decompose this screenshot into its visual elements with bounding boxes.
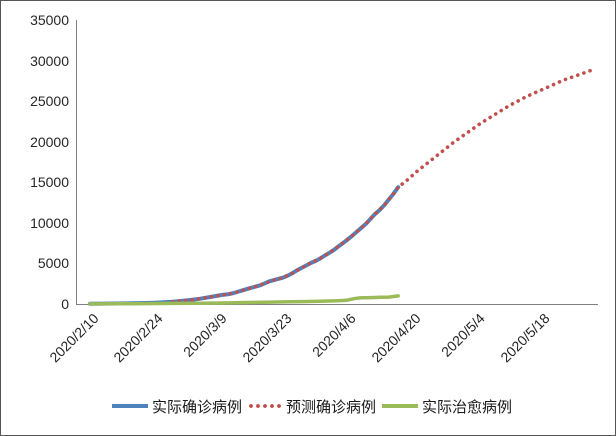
legend-label-actual-confirmed: 实际确诊病例 bbox=[151, 398, 242, 416]
solid-line-sample-icon bbox=[382, 404, 418, 408]
legend: 实际确诊病例 预测确诊病例 实际治愈病例 bbox=[1, 393, 615, 419]
y-tick-label: 20000 bbox=[30, 133, 69, 150]
series-line-2 bbox=[88, 294, 400, 306]
legend-item-actual-cured[interactable]: 实际治愈病例 bbox=[376, 396, 512, 417]
x-tick-label: 2020/5/4 bbox=[437, 310, 488, 360]
x-tick-label: 2020/5/18 bbox=[496, 310, 553, 366]
series-line-1 bbox=[171, 66, 598, 304]
legend-item-predicted-confirmed[interactable]: 预测确诊病例 bbox=[242, 396, 376, 417]
x-tick-label: 2020/4/20 bbox=[367, 310, 424, 366]
dotted-line-sample-icon bbox=[247, 404, 282, 408]
y-tick-label: 5000 bbox=[37, 255, 69, 272]
x-tick-label: 2020/3/9 bbox=[180, 310, 231, 360]
series-line-0 bbox=[88, 185, 401, 306]
y-tick-label: 25000 bbox=[30, 93, 69, 110]
y-tick-label: 10000 bbox=[30, 214, 69, 231]
y-tick-label: 15000 bbox=[30, 174, 69, 191]
x-tick-label: 2020/4/6 bbox=[309, 310, 359, 360]
x-tick-label: 2020/2/10 bbox=[45, 310, 102, 366]
x-tick-label: 2020/3/23 bbox=[239, 310, 295, 366]
legend-label-actual-cured: 实际治愈病例 bbox=[422, 398, 513, 416]
y-tick-label: 30000 bbox=[30, 52, 69, 69]
legend-label-predicted-confirmed: 预测确诊病例 bbox=[285, 398, 376, 416]
x-axis-line bbox=[76, 304, 598, 305]
y-tick-label: 35000 bbox=[30, 12, 69, 28]
y-axis-line bbox=[76, 20, 77, 305]
solid-line-sample-icon bbox=[111, 404, 148, 408]
y-tick-label: 0 bbox=[61, 296, 69, 312]
x-tick-label: 2020/2/24 bbox=[110, 310, 166, 366]
legend-item-actual-confirmed[interactable]: 实际确诊病例 bbox=[106, 396, 242, 417]
plot-area bbox=[88, 66, 598, 306]
